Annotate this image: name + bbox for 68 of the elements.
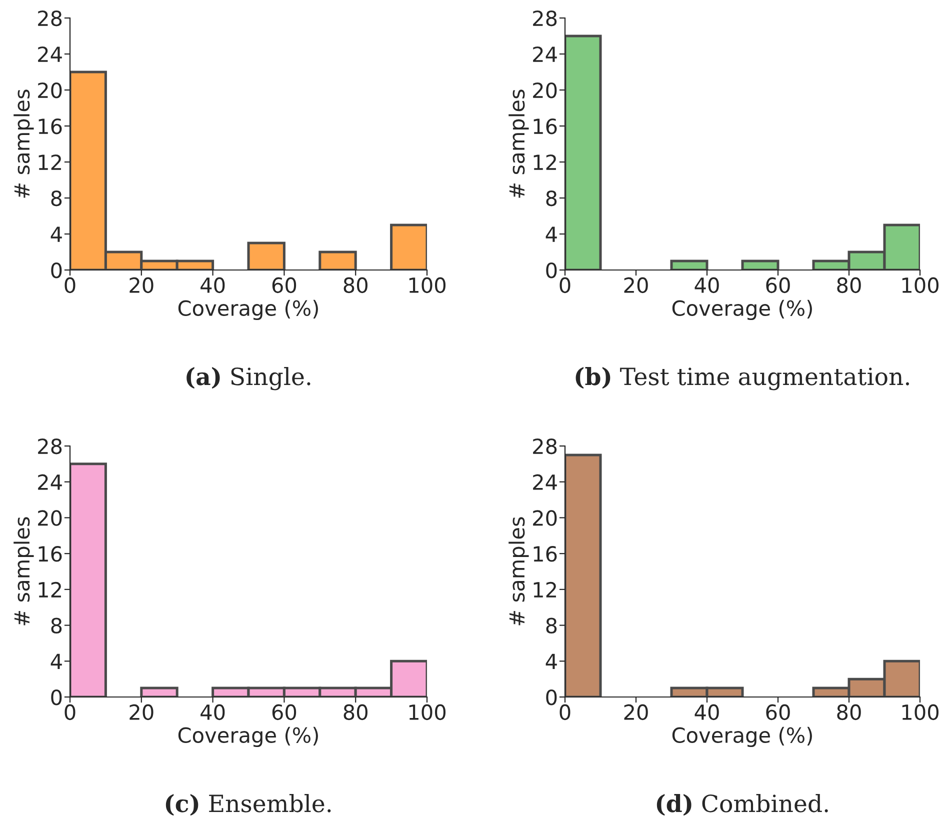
text: (a) Single. bbox=[186, 367, 310, 390]
x-tick-label: 40 bbox=[694, 704, 719, 720]
x-tick-label: 0 bbox=[560, 704, 570, 720]
x-tick-label: 100 bbox=[902, 704, 938, 720]
x-tick-label: 100 bbox=[409, 704, 446, 720]
y-tick-label: 16 bbox=[534, 546, 557, 562]
x-tick-label: 20 bbox=[624, 704, 648, 720]
x-tick-label: 0 bbox=[64, 704, 76, 720]
x-axis-title: Coverage (%) bbox=[178, 726, 318, 748]
y-tick-label: 12 bbox=[534, 582, 556, 598]
x-tick-label: 20 bbox=[130, 277, 154, 294]
y-tick-label: 0 bbox=[546, 689, 557, 706]
text: (c) Ensemble. bbox=[166, 794, 331, 816]
y-tick-label: 4 bbox=[546, 654, 557, 670]
y-tick-label: 24 bbox=[533, 474, 557, 490]
y-tick-label: 12 bbox=[38, 582, 61, 598]
x-tick-label: 40 bbox=[694, 277, 719, 294]
x-tick-label: 60 bbox=[272, 704, 296, 720]
y-tick-label: 0 bbox=[51, 262, 62, 278]
y-tick-label: 4 bbox=[50, 654, 62, 670]
y-tick-label: 24 bbox=[533, 46, 557, 62]
x-tick-label: 40 bbox=[200, 704, 225, 720]
x-tick-label: 80 bbox=[344, 704, 368, 720]
y-tick-label: 24 bbox=[38, 474, 62, 490]
x-tick-label: 60 bbox=[766, 704, 790, 720]
x-axis-title: Coverage (%) bbox=[672, 300, 812, 320]
y-axis-title: # samples bbox=[508, 517, 529, 626]
y-tick-label: 4 bbox=[546, 226, 557, 242]
x-tick-label: 60 bbox=[766, 277, 790, 294]
x-tick-label: 0 bbox=[64, 277, 76, 294]
y-tick-label: 0 bbox=[546, 262, 557, 278]
text: (b) Test time augmentation. bbox=[576, 367, 910, 390]
y-tick-label: 16 bbox=[38, 118, 62, 134]
y-tick-label: 28 bbox=[38, 10, 62, 26]
y-tick-label: 20 bbox=[533, 82, 557, 98]
x-tick-label: 20 bbox=[624, 277, 648, 294]
x-axis-title: Coverage (%) bbox=[672, 726, 812, 748]
y-axis-title: # samples bbox=[14, 517, 34, 626]
y-tick-label: 8 bbox=[51, 618, 62, 634]
x-tick-label: 0 bbox=[560, 277, 570, 294]
y-tick-label: 8 bbox=[546, 618, 557, 634]
y-tick-label: 12 bbox=[38, 154, 61, 170]
x-tick-label: 100 bbox=[409, 277, 446, 294]
y-tick-label: 20 bbox=[533, 510, 557, 526]
y-tick-label: 28 bbox=[38, 438, 62, 454]
x-tick-label: 40 bbox=[200, 277, 225, 294]
y-tick-label: 12 bbox=[534, 154, 556, 170]
y-tick-label: 28 bbox=[533, 10, 557, 26]
y-tick-label: 20 bbox=[38, 82, 62, 98]
x-tick-label: 100 bbox=[902, 277, 938, 294]
y-axis-title: # samples bbox=[508, 90, 529, 198]
text: (d) Combined. bbox=[656, 794, 828, 816]
x-tick-label: 20 bbox=[130, 704, 154, 720]
y-tick-label: 0 bbox=[51, 689, 62, 706]
x-tick-label: 80 bbox=[837, 704, 861, 720]
x-tick-label: 60 bbox=[272, 277, 296, 294]
x-tick-label: 80 bbox=[837, 277, 861, 294]
y-tick-label: 8 bbox=[546, 190, 557, 206]
y-tick-label: 4 bbox=[50, 226, 62, 242]
y-tick-label: 16 bbox=[38, 546, 62, 562]
y-tick-label: 24 bbox=[38, 46, 62, 62]
x-tick-label: 80 bbox=[344, 277, 368, 294]
y-tick-label: 20 bbox=[38, 510, 62, 526]
y-tick-label: 16 bbox=[534, 118, 557, 134]
x-axis-title: Coverage (%) bbox=[178, 300, 318, 320]
y-tick-label: 8 bbox=[51, 190, 62, 206]
y-axis-title: # samples bbox=[14, 90, 34, 198]
y-tick-label: 28 bbox=[533, 438, 557, 454]
